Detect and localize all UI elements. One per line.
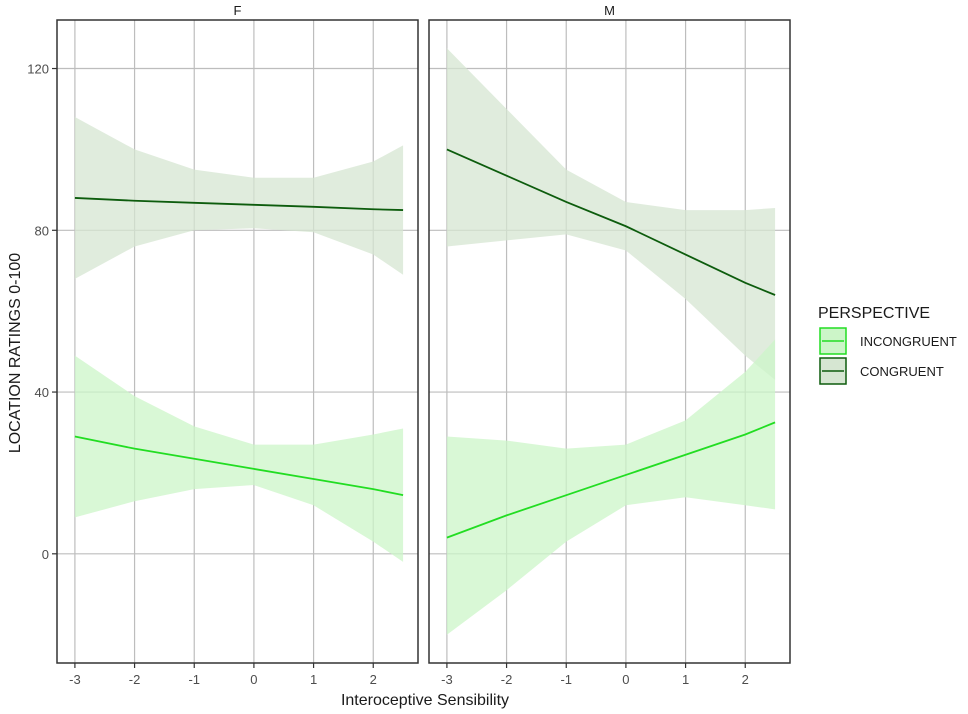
legend-label: INCONGRUENT [860,334,957,349]
x-tick-label: 2 [742,672,749,687]
series-line-incongruent [446,421,776,539]
series-line-incongruent [74,435,404,497]
x-tick-label: 1 [310,672,317,687]
x-tick-label: 1 [682,672,689,687]
x-axis: -3 -2 -1 0 1 2 -3 -2 -1 0 1 2 [69,663,749,687]
y-tick-label: 40 [35,385,49,400]
gridlines [57,20,418,663]
confidence-band-incongruent [446,339,776,635]
series-line-congruent [446,148,776,296]
x-tick-label: -2 [501,672,513,687]
y-tick-label: 80 [35,223,49,238]
y-axis: 0 40 80 120 [27,62,57,562]
x-tick-label: -1 [188,672,200,687]
y-axis-title: LOCATION RATINGS 0-100 [7,253,24,453]
x-tick-label: 0 [622,672,629,687]
legend-entry-congruent: CONGRUENT [819,357,944,385]
confidence-band-congruent [74,117,404,279]
x-axis-title: Interoceptive Sensibility [341,692,509,709]
x-tick-label: -2 [129,672,141,687]
legend-title: PERSPECTIVE [818,305,930,322]
x-tick-label: -1 [560,672,572,687]
legend: PERSPECTIVE INCONGRUENT CONGRUENT [818,305,957,385]
x-tick-label: -3 [69,672,81,687]
series-line-congruent [74,197,404,211]
panel-border [428,19,791,664]
y-tick-label: 120 [27,62,49,77]
legend-label: CONGRUENT [860,364,944,379]
y-tick-label: 0 [42,547,49,562]
confidence-band-incongruent [74,355,404,562]
panel-border [56,19,419,664]
x-tick-label: -3 [441,672,453,687]
facet-strip-label: F [234,3,242,18]
legend-entry-incongruent: INCONGRUENT [819,327,957,355]
facet-panel-f: F [56,3,419,664]
facet-strip-label: M [604,3,615,18]
confidence-band-congruent [446,48,776,380]
x-tick-label: 0 [250,672,257,687]
x-tick-label: 2 [370,672,377,687]
facet-panel-m: M [428,3,791,664]
